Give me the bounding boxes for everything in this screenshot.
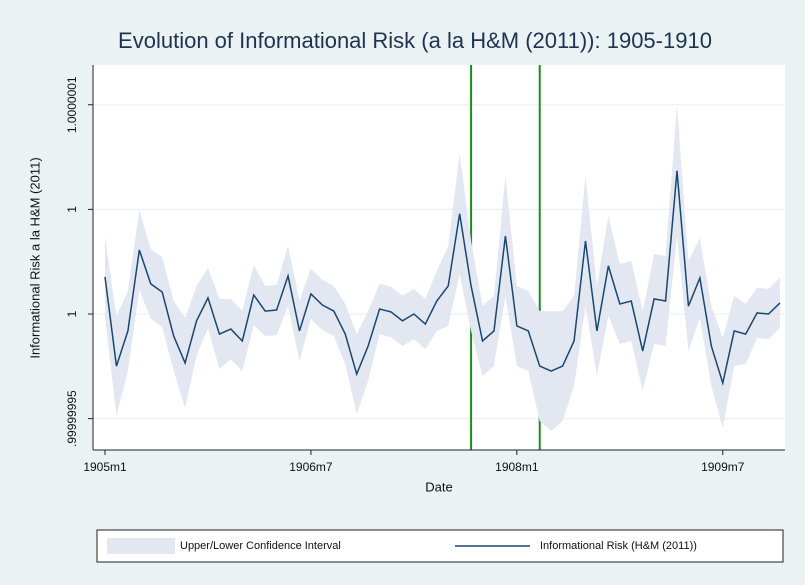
y-tick-label: 1 [65, 310, 79, 317]
chart-title: Evolution of Informational Risk (a la H&… [118, 28, 712, 53]
legend-label: Upper/Lower Confidence Interval [180, 540, 341, 552]
y-axis-label: Informational Risk a la H&M (2011) [27, 157, 42, 358]
confidence-band [105, 105, 780, 432]
x-tick-label: 1905m1 [83, 460, 127, 474]
y-tick-label: 1 [65, 206, 79, 213]
x-axis-label: Date [425, 479, 452, 494]
legend-swatch [107, 538, 175, 554]
legend-label: Informational Risk (H&M (2011)) [540, 540, 697, 552]
y-tick-label: .99999995 [65, 390, 79, 447]
legend [96, 529, 784, 563]
line [104, 170, 781, 386]
x-tick-label: 1906m7 [289, 460, 333, 474]
y-tick-label: 1.0000001 [65, 76, 79, 133]
x-tick-label: 1908m1 [495, 460, 539, 474]
x-tick-label: 1909m7 [701, 460, 745, 474]
